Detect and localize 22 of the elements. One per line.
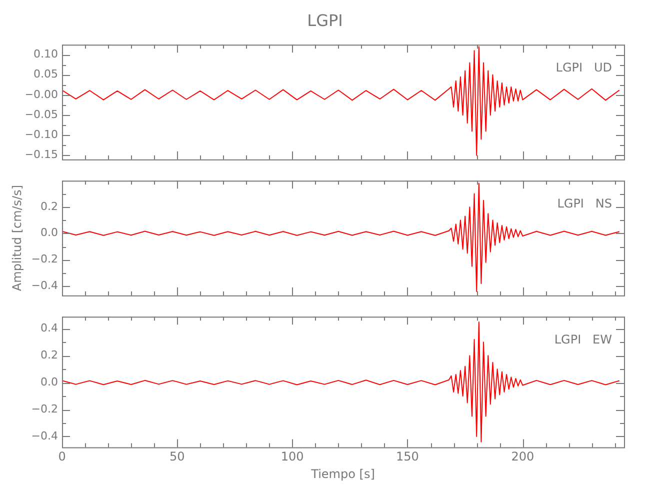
y-tick-label: −0.4 (31, 429, 58, 442)
y-tick-label: −0.4 (31, 279, 58, 292)
y-tick-label: −0.2 (31, 402, 58, 416)
x-axis-title: Tiempo [s] (310, 466, 375, 481)
annotation: LGPI NS (557, 196, 612, 211)
annotation: LGPI UD (556, 60, 612, 75)
y-tick-label: 0.0 (40, 375, 58, 388)
annotation: LGPI EW (554, 332, 612, 347)
y-tick-label: 0.05 (34, 68, 58, 81)
x-tick-label: 50 (170, 450, 185, 464)
y-axis-title: Amplitud [cm/s/s] (10, 184, 24, 292)
y-tick-label: 0.10 (34, 48, 58, 61)
chart-title: LGPI (306, 10, 344, 32)
x-tick-label: 200 (511, 450, 534, 464)
x-tick-label: 100 (280, 450, 304, 464)
y-tick-label: 0.2 (40, 200, 58, 213)
y-tick-label: 0.2 (40, 348, 58, 362)
y-tick-label: 0.4 (40, 322, 58, 335)
x-tick-label: 0 (58, 450, 66, 464)
y-tick-label: 0.0 (40, 226, 58, 240)
x-tick-label: 150 (396, 450, 419, 464)
y-tick-label: −0.2 (31, 252, 58, 266)
